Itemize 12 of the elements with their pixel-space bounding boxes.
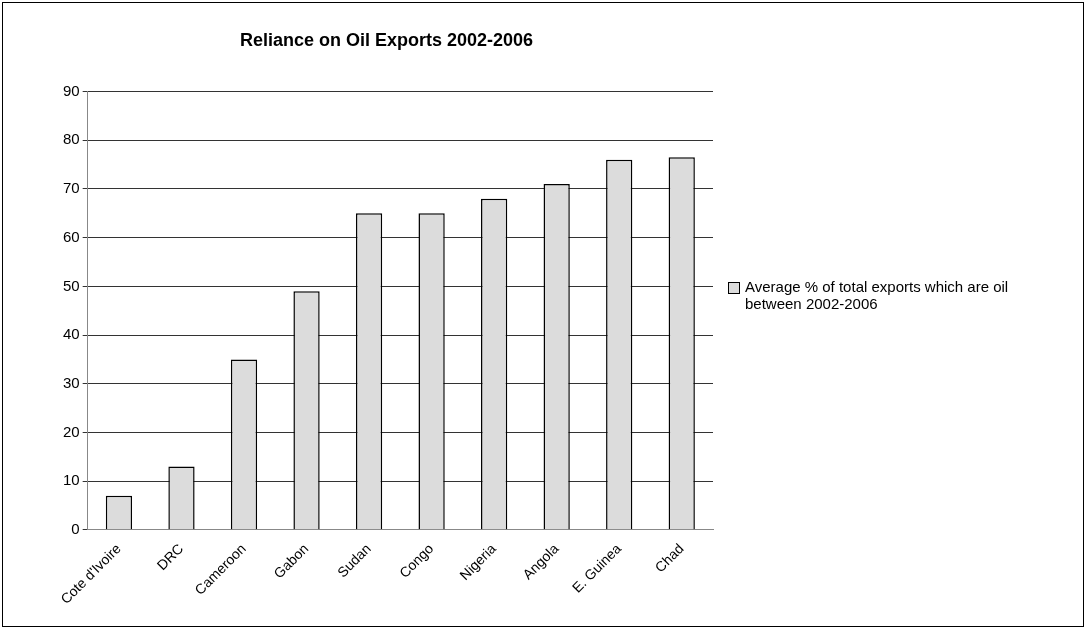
y-tick-label: 80 bbox=[63, 130, 80, 148]
y-tick-label: 10 bbox=[63, 471, 80, 489]
legend-label: Average % of total exports which are oil between 2002-2006 bbox=[745, 278, 1010, 312]
chart-title: Reliance on Oil Exports 2002-2006 bbox=[239, 29, 534, 50]
y-tick-label: 90 bbox=[63, 81, 80, 99]
y-tick-label: 40 bbox=[63, 325, 80, 343]
y-tick-label: 50 bbox=[63, 276, 80, 294]
y-tick-label: 70 bbox=[63, 179, 80, 197]
y-tick-label: 60 bbox=[63, 227, 80, 245]
y-tick-label: 30 bbox=[63, 373, 80, 391]
y-tick-label: 0 bbox=[71, 520, 80, 537]
y-tick-label: 20 bbox=[63, 422, 80, 440]
